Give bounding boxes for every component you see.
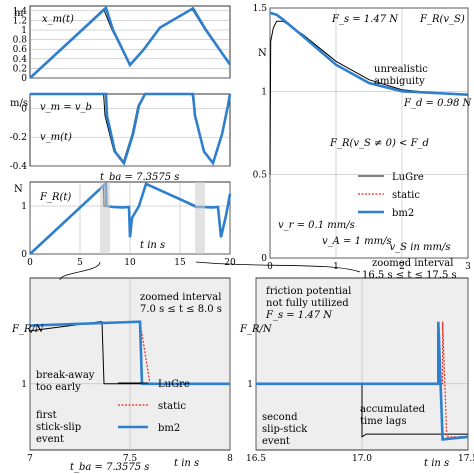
y-tick-label: 0	[261, 254, 267, 264]
x-tick-label: 2	[399, 262, 405, 272]
ylabel-vm: v_m(t)	[40, 132, 72, 143]
panel-xm: 00.20.40.60.811.21.4	[13, 5, 232, 84]
series-bm2	[30, 92, 232, 166]
x-tick-label: 20	[224, 258, 236, 268]
second-event-line2: slip-stick	[262, 424, 308, 435]
y-tick-label: 1	[261, 87, 267, 97]
tba-label-bottom: t_ba = 7.3575 s	[70, 462, 149, 473]
fd-label: F_d = 0.98 N	[403, 98, 473, 109]
panel-vm: 0 -0.2 -0.4	[10, 92, 232, 172]
x-tick-label: 0	[267, 262, 273, 272]
unrealistic-line2: ambiguity	[374, 76, 425, 87]
y-tick-label: 1	[21, 380, 27, 390]
y-tick-label: 1.5	[253, 4, 268, 14]
friction-line2: not fully utilized	[266, 298, 349, 309]
connector-2	[195, 261, 361, 273]
panel-zoom1: 17 7.5 8	[21, 277, 233, 464]
breakaway-line1: break-away	[36, 370, 95, 381]
xlabel-frvs: v_S in mm/s	[390, 242, 451, 253]
zoom-band-1	[100, 182, 110, 254]
legend-label-lugre: LuGre	[392, 172, 424, 183]
x-tick-label: 8	[227, 454, 233, 464]
x-tick-label: 0	[27, 258, 33, 268]
x-tick-label: 15	[174, 258, 186, 268]
series-static	[29, 321, 230, 385]
y-tick-label: 0	[21, 250, 27, 260]
zoom1-legend-label-lugre: LuGre	[158, 379, 190, 390]
second-event-line1: second	[262, 412, 298, 423]
zoom1-legend-label-bm2: bm2	[158, 423, 180, 434]
ylabel-zoom2: F_R/N	[239, 324, 273, 335]
y-tick-label: 1.2	[13, 16, 27, 26]
unrealistic-line1: unrealistic	[374, 64, 428, 75]
zoom2-header-line2: 16.5 s ≤ t ≤ 17.5 s	[362, 270, 457, 281]
y-tick-label: 0	[21, 74, 27, 84]
friction-line1: friction potential	[266, 286, 351, 297]
vr-label: v_r = 0.1 mm/s	[278, 220, 355, 231]
zoom1-header-line2: 7.0 s ≤ t ≤ 8.0 s	[140, 304, 222, 315]
legend-label-bm2: bm2	[392, 208, 414, 219]
y-tick-label: 0.2	[13, 64, 27, 74]
accumulated-line1: accumulated	[360, 404, 426, 415]
x-tick-label: 17.5	[458, 454, 474, 464]
y-tick-label: 0.6	[13, 45, 28, 55]
xlabel-zoom1: t in s	[174, 458, 199, 469]
y-tick-label: -0.2	[10, 133, 27, 143]
second-event-line3: event	[262, 436, 290, 447]
yunit-xm: m	[14, 8, 24, 19]
series-bm2	[29, 320, 230, 386]
x-tick-label: 10	[124, 258, 136, 268]
xlabel-zoom2: t in s	[424, 458, 449, 469]
x-tick-label: 7	[27, 454, 33, 464]
y-tick-label: 1	[247, 380, 253, 390]
first-event-line2: stick-slip	[36, 422, 81, 433]
yunit-vm: m/s	[10, 98, 28, 109]
series-bm2	[29, 5, 232, 79]
y-tick-label: 0.8	[13, 36, 28, 46]
ylabel-fr: F_R(t)	[39, 192, 71, 203]
accumulated-line2: time lags	[360, 416, 407, 427]
eq-label-vm: v_m = v_b	[40, 102, 92, 113]
zoom1-header-line1: zoomed interval	[140, 292, 221, 303]
ylabel-xm: x_m(t)	[42, 14, 74, 25]
x-tick-label: 17.0	[352, 454, 372, 464]
x-tick-label: 1	[333, 262, 339, 272]
connector-1	[59, 261, 101, 281]
y-tick-label: 1.4	[13, 7, 28, 17]
y-tick-label: 1	[21, 26, 27, 36]
breakaway-line2: too early	[36, 382, 81, 393]
friction-line3: F_s = 1.47 N	[265, 310, 333, 321]
panel-frvs: 0 0.5 1 1.5 0 1 2 3	[253, 4, 471, 272]
fs-label: F_s = 1.47 N	[331, 14, 399, 25]
series-bm2	[270, 11, 469, 96]
x-tick-label: 5	[77, 258, 83, 268]
yunit-fr: N	[14, 184, 23, 195]
ylabel-zoom1: F_R/N	[11, 324, 45, 335]
title-frvs: F_R(v_S)	[419, 14, 465, 25]
y-tick-label: 0.4	[13, 55, 28, 65]
first-event-line3: event	[36, 434, 64, 445]
x-tick-label: 3	[465, 262, 471, 272]
y-tick-label: 0	[21, 104, 27, 114]
x-tick-label: 7.5	[123, 454, 138, 464]
series-bm2	[256, 321, 469, 441]
yunit-frvs: N	[258, 48, 267, 59]
xlabel-fr: t in s	[140, 240, 165, 251]
tba-label-top: t_ba = 7.3575 s	[100, 172, 179, 183]
legend-label-static: static	[392, 190, 420, 201]
zoom-band-2	[195, 182, 205, 254]
series-bm2	[29, 180, 232, 255]
zoom2-header-line1: zoomed interval	[372, 258, 453, 269]
ineq-label: F_R(v_S ≠ 0) < F_d	[329, 138, 429, 149]
y-tick-label: 0.5	[253, 171, 268, 181]
x-tick-label: 16.5	[246, 454, 266, 464]
va-label: v_A = 1 mm/s	[322, 236, 392, 247]
plot-area	[29, 93, 231, 167]
zoom1-legend-label-static: static	[158, 401, 186, 412]
y-tick-label: 1	[21, 202, 27, 212]
y-tick-label: -0.4	[10, 162, 28, 172]
panel-zoom2: 1 16.5 17.0 17.5	[246, 277, 474, 464]
first-event-line1: first	[36, 410, 57, 421]
